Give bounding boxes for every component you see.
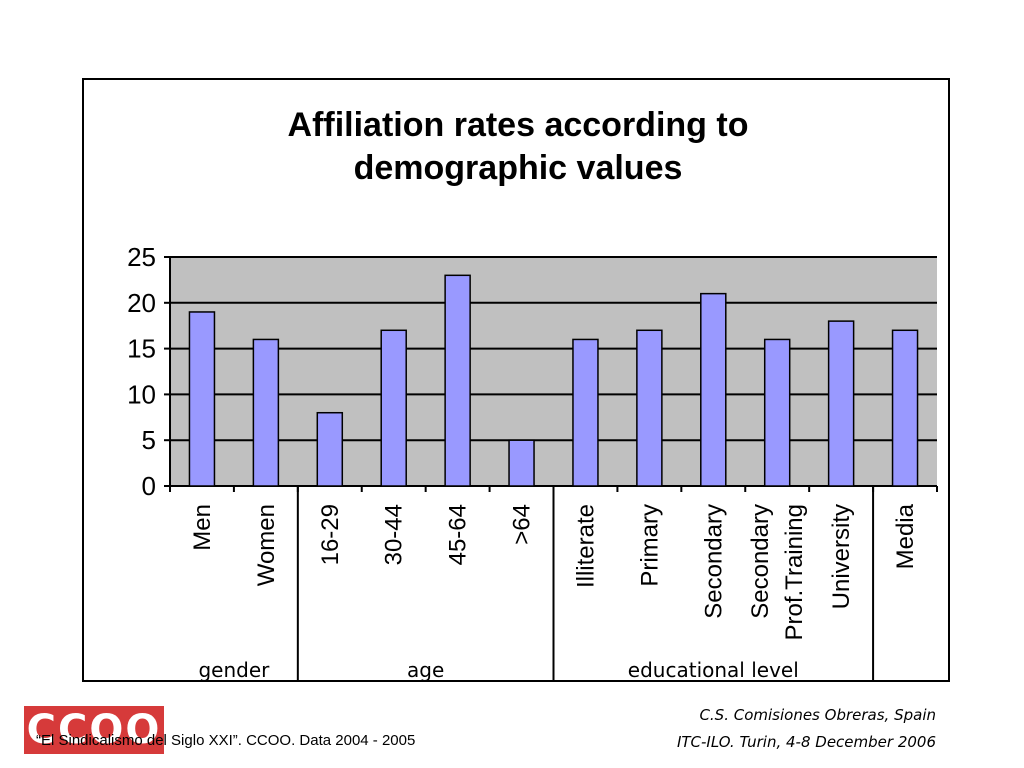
bar <box>700 292 727 487</box>
bar <box>572 338 599 487</box>
logo-text: CCOO <box>26 707 162 753</box>
x-tick-label: Secondary <box>700 504 727 619</box>
y-tick-label: 20 <box>127 288 156 318</box>
x-tick-label: Media <box>892 503 919 569</box>
bar <box>444 274 471 487</box>
bar <box>252 338 280 487</box>
group-label: age <box>407 658 444 680</box>
y-tick-label: 10 <box>127 379 156 409</box>
event-credit: ITC-ILO. Turin, 4-8 December 2006 <box>676 733 936 751</box>
x-tick-label: Primary <box>636 504 663 587</box>
x-tick-label: Men <box>189 504 216 551</box>
x-tick-label: Illiterate <box>572 504 599 588</box>
plot-area <box>170 257 937 486</box>
x-tick-label: Prof.Training <box>781 504 808 641</box>
x-tick-label: Women <box>253 504 280 586</box>
chart-title-line: Affiliation rates according to <box>288 106 749 144</box>
bar <box>188 311 216 487</box>
x-tick-label: Secondary <box>747 504 774 619</box>
x-tick-label: 16-29 <box>317 504 344 565</box>
bar <box>636 329 663 487</box>
x-tick-label: >64 <box>509 504 536 545</box>
organization-credit: C.S. Comisiones Obreras, Spain <box>699 706 936 724</box>
x-tick-label: 45-64 <box>445 504 472 565</box>
bar <box>316 411 344 487</box>
x-tick-label: University <box>828 504 855 609</box>
y-tick-label: 25 <box>127 242 156 272</box>
chart-title-line: demographic values <box>354 149 683 187</box>
group-label: gender <box>198 658 270 680</box>
chart-frame: Affiliation rates according to demographi… <box>82 78 950 682</box>
y-tick-label: 15 <box>127 334 156 364</box>
bar <box>763 338 791 487</box>
bar <box>827 320 855 487</box>
bar <box>380 329 407 487</box>
y-tick-label: 5 <box>142 425 156 455</box>
ccoo-logo: CCOO <box>24 706 164 754</box>
x-tick-label: 30-44 <box>381 504 408 565</box>
chart-svg: Affiliation rates according to demographi… <box>127 106 938 680</box>
bar <box>508 439 535 487</box>
source-citation: “El Sindicalismo del Siglo XXI”. CCOO. D… <box>36 732 416 749</box>
bar <box>891 329 919 487</box>
y-tick-label: 0 <box>142 471 156 501</box>
group-label: educational level <box>628 658 799 680</box>
